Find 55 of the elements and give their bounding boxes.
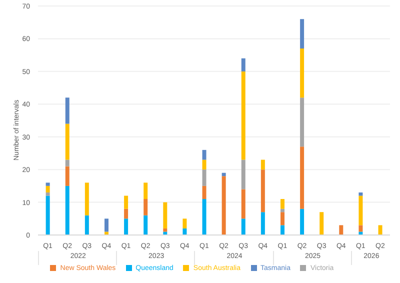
bar bbox=[163, 232, 168, 235]
bar bbox=[104, 218, 108, 232]
bar bbox=[358, 225, 363, 232]
bar bbox=[46, 186, 50, 192]
bar bbox=[241, 58, 246, 72]
bar bbox=[358, 192, 363, 196]
bar bbox=[260, 212, 265, 235]
bar bbox=[182, 218, 187, 228]
bar bbox=[46, 192, 50, 196]
bar bbox=[260, 170, 265, 212]
bar bbox=[339, 225, 344, 235]
bar bbox=[300, 208, 304, 235]
bar bbox=[260, 160, 265, 170]
bar bbox=[65, 166, 70, 186]
bar bbox=[202, 199, 206, 235]
bar bbox=[300, 48, 304, 98]
bar bbox=[124, 208, 128, 219]
bar bbox=[300, 98, 304, 147]
bar bbox=[280, 212, 284, 226]
bar bbox=[144, 182, 148, 200]
bar bbox=[378, 225, 382, 235]
bar bbox=[84, 215, 89, 235]
bar bbox=[280, 199, 284, 209]
bar bbox=[65, 98, 70, 124]
bar bbox=[144, 215, 148, 235]
bar bbox=[202, 170, 206, 186]
bar bbox=[241, 160, 246, 190]
bar bbox=[202, 186, 206, 200]
bar bbox=[358, 232, 363, 235]
bar bbox=[222, 176, 226, 235]
bar bbox=[163, 228, 168, 232]
bar bbox=[202, 150, 206, 160]
bar bbox=[163, 202, 168, 228]
bar bbox=[65, 186, 70, 235]
bar bbox=[222, 172, 226, 176]
bar bbox=[182, 228, 187, 235]
bar bbox=[46, 182, 50, 186]
bar bbox=[144, 199, 148, 216]
bar bbox=[124, 218, 128, 235]
bar bbox=[320, 212, 324, 235]
bar bbox=[104, 232, 108, 235]
bar bbox=[300, 19, 304, 49]
bar bbox=[241, 189, 246, 219]
bar bbox=[241, 218, 246, 235]
bar bbox=[202, 160, 206, 170]
bar bbox=[280, 208, 284, 212]
bar bbox=[241, 71, 246, 160]
bar bbox=[65, 160, 70, 166]
bar bbox=[46, 196, 50, 235]
bar bbox=[300, 146, 304, 209]
bar bbox=[84, 182, 89, 216]
bar bbox=[124, 196, 128, 209]
bar bbox=[280, 225, 284, 235]
bar bbox=[65, 124, 70, 160]
bar bbox=[358, 196, 363, 226]
